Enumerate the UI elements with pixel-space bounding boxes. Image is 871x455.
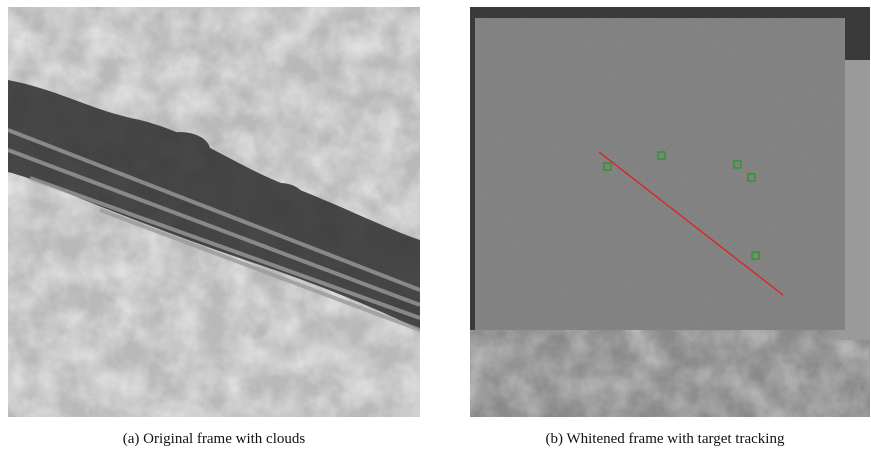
whitened-noise	[475, 18, 845, 330]
caption: (b) Whitened frame with target tracking	[546, 431, 785, 447]
whitened-frame	[470, 7, 870, 417]
original-frame	[8, 7, 420, 417]
figure: (a) Original frame with clouds (b) White…	[0, 0, 871, 455]
caption: (a) Original frame with clouds	[123, 431, 306, 447]
bottom-texture	[470, 330, 870, 417]
